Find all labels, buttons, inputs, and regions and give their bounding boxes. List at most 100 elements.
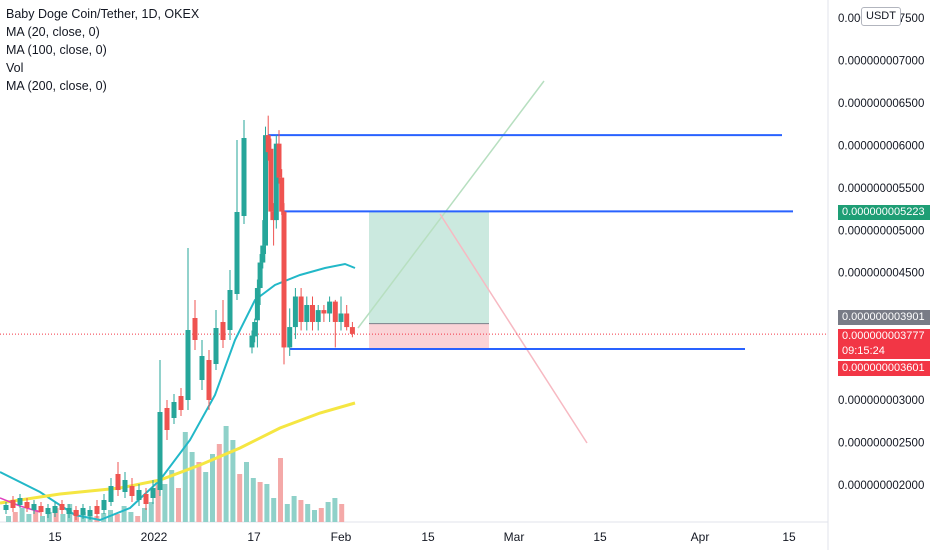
candle [287, 327, 293, 348]
candle [171, 402, 177, 418]
volume-bar [264, 484, 270, 522]
candle [338, 313, 344, 322]
candle [257, 262, 263, 289]
volume-bar [189, 452, 195, 522]
volume-bar [135, 516, 141, 522]
candle [349, 327, 355, 334]
candle [24, 502, 30, 508]
volume-bar [223, 426, 229, 522]
candle [327, 301, 333, 314]
symbol-title[interactable]: Baby Doge Coin/Tether, 1D, OKEX [6, 7, 200, 21]
candle [265, 135, 271, 153]
candle [220, 322, 226, 340]
candle [115, 474, 121, 490]
countdown-timer: 09:15:24 [842, 345, 885, 357]
candle [143, 494, 149, 504]
candle [252, 321, 258, 337]
price-axis-label: 0.000000005000 [838, 225, 924, 237]
volume-bar [271, 498, 277, 522]
legend-ma200[interactable]: MA (200, close, 0) [6, 79, 107, 93]
candle [263, 135, 268, 246]
candle [332, 301, 338, 322]
candle [271, 211, 277, 221]
candle [185, 330, 191, 400]
diagonal-line-down [439, 213, 588, 444]
volume-bar [332, 498, 338, 522]
volume-bar [46, 512, 52, 522]
price-tag-entry: 0.000000003901 [838, 310, 930, 325]
volume-bar [162, 484, 168, 522]
volume-bar [257, 482, 263, 522]
price-tag-level-3: 0.000000003601 [838, 361, 930, 376]
currency-badge[interactable]: USDT [861, 7, 901, 26]
volume-bar [53, 508, 59, 522]
legend-ma100[interactable]: MA (100, close, 0) [6, 43, 107, 57]
volume-bar [169, 470, 175, 522]
candle [87, 510, 93, 516]
candle [304, 304, 310, 322]
candle [3, 505, 9, 510]
volume-bar [6, 516, 11, 522]
volume-bar [19, 508, 25, 522]
price-axis-label: 0.000000006000 [838, 140, 924, 152]
candle [157, 412, 163, 490]
price-tag-level-1: 0.000000005223 [838, 205, 930, 220]
candle [17, 498, 23, 505]
candle [45, 508, 51, 514]
time-axis-label: Apr [691, 530, 710, 544]
price-axis-label: 0.000000005500 [838, 183, 924, 195]
candle [249, 335, 255, 348]
candle [254, 288, 260, 321]
volume-bar [121, 506, 127, 522]
volume-bar [12, 512, 18, 522]
candle [80, 508, 86, 515]
volume-bar [230, 440, 236, 522]
candle [164, 408, 170, 430]
candle [344, 313, 350, 328]
candle [59, 504, 65, 510]
legend-vol[interactable]: Vol [6, 61, 24, 75]
candle [108, 486, 114, 502]
time-axis-label: 2022 [141, 530, 168, 544]
candle [192, 318, 198, 340]
candle [260, 245, 266, 263]
volume-bar [40, 516, 45, 522]
candle [281, 211, 287, 348]
price-axis-label: 0.000000002500 [838, 438, 924, 450]
price-tag-current: 0.000000003777 09:15:24 [838, 329, 930, 359]
volume-bar [216, 444, 222, 522]
stop-zone [369, 323, 489, 350]
volume-bar [244, 462, 249, 522]
volume-bar [298, 500, 304, 522]
candle [73, 510, 79, 516]
candle [276, 143, 282, 178]
candle [129, 486, 135, 496]
candle [10, 500, 16, 508]
time-axis-label: 15 [593, 530, 607, 544]
volume-bar [278, 458, 283, 522]
candle [279, 177, 285, 212]
volume-bar [325, 502, 331, 522]
price-axis-label: 0.000000002000 [838, 480, 924, 492]
candle [321, 310, 327, 314]
candle [52, 506, 58, 513]
candle [136, 490, 142, 500]
candle [66, 508, 72, 514]
candle [273, 143, 279, 221]
candle [94, 506, 100, 514]
legend-ma20[interactable]: MA (20, close, 0) [6, 25, 100, 39]
volume-bar [128, 512, 134, 522]
volume-bar [305, 504, 311, 522]
volume-bar [33, 510, 39, 522]
price-axis-label: 0.000000006500 [838, 98, 924, 110]
volume-bar [318, 508, 324, 522]
price-axis-label: 0.000000003000 [838, 395, 924, 407]
current-price-value: 0.000000003777 [842, 330, 925, 342]
candle [206, 360, 212, 400]
volume-bar [114, 514, 120, 522]
candle [122, 480, 128, 492]
candle [298, 296, 304, 322]
volume-bar [26, 514, 32, 522]
target-zone [369, 211, 489, 324]
